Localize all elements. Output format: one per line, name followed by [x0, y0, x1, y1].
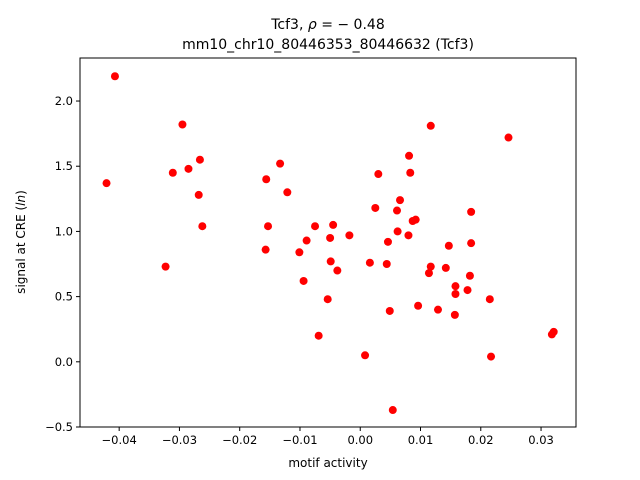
data-point-13 — [283, 188, 292, 197]
data-point-10 — [262, 175, 271, 184]
data-point-17 — [311, 222, 320, 231]
x-tick-label: 0.00 — [347, 433, 373, 447]
y-tick-label: 0.5 — [55, 290, 73, 304]
data-point-12 — [276, 159, 285, 168]
data-point-47 — [444, 241, 453, 250]
x-axis-ticks: −0.04 −0.03 −0.02 −0.01 0.00 0.01 0.02 0.03 — [102, 427, 554, 447]
data-point-16 — [302, 236, 311, 245]
data-point-25 — [361, 351, 370, 360]
x-tick-label: −0.02 — [222, 433, 257, 447]
data-point-15 — [299, 276, 308, 285]
data-point-35 — [396, 196, 405, 205]
y-axis-ticks: −0.5 0.0 0.5 1.0 1.5 2.0 — [45, 94, 80, 434]
data-point-52 — [465, 271, 474, 280]
data-point-43 — [426, 121, 435, 130]
data-point-22 — [329, 220, 338, 229]
data-point-3 — [168, 168, 177, 177]
chart-title-line2: mm10_chr10_80446353_80446632 (Tcf3) — [182, 37, 474, 53]
data-point-51 — [463, 286, 472, 295]
data-point-14 — [295, 248, 304, 257]
data-point-57 — [504, 133, 513, 142]
data-point-44 — [426, 262, 435, 271]
data-point-23 — [333, 266, 342, 275]
data-point-7 — [195, 155, 204, 164]
data-point-28 — [374, 170, 383, 179]
data-point-54 — [467, 239, 476, 248]
data-point-40 — [411, 215, 420, 224]
data-point-31 — [385, 306, 394, 315]
data-point-20 — [326, 233, 335, 242]
x-tick-label: 0.03 — [528, 433, 554, 447]
data-point-33 — [393, 206, 402, 215]
data-point-27 — [371, 203, 380, 212]
data-point-21 — [326, 257, 335, 266]
x-tick-label: 0.01 — [408, 433, 434, 447]
data-point-55 — [485, 295, 494, 304]
chart-title: Tcf3, ρ = − 0.48 mm10_chr10_80446353_804… — [182, 17, 474, 53]
data-point-41 — [414, 301, 423, 310]
x-tick-label: −0.04 — [102, 433, 137, 447]
data-point-38 — [406, 168, 415, 177]
data-point-59 — [549, 327, 558, 336]
chart-title-line1: Tcf3, ρ = − 0.48 — [270, 17, 384, 33]
y-tick-label: 1.5 — [55, 159, 73, 173]
data-point-26 — [365, 258, 374, 267]
x-tick-label: 0.02 — [468, 433, 494, 447]
data-point-30 — [383, 237, 392, 246]
x-axis-label: motif activity — [288, 456, 367, 470]
data-point-19 — [323, 295, 332, 304]
data-point-0 — [102, 179, 111, 188]
data-point-18 — [314, 331, 323, 340]
data-point-50 — [451, 290, 460, 298]
data-point-46 — [441, 263, 450, 272]
y-axis-label: signal at CRE (ln) — [14, 190, 28, 294]
data-point-11 — [264, 222, 273, 231]
data-point-56 — [487, 352, 496, 361]
x-tick-label: −0.01 — [282, 433, 317, 447]
data-point-34 — [393, 227, 402, 236]
y-tick-label: 1.0 — [55, 224, 73, 238]
x-tick-label: −0.03 — [162, 433, 197, 447]
plot-frame — [79, 57, 577, 428]
data-point-6 — [194, 190, 203, 199]
data-point-45 — [433, 305, 442, 314]
data-point-24 — [345, 231, 354, 240]
data-point-8 — [198, 222, 207, 231]
data-point-5 — [184, 164, 193, 173]
data-point-1 — [110, 72, 119, 81]
y-tick-label: 2.0 — [55, 94, 73, 108]
data-point-37 — [405, 151, 414, 160]
data-point-53 — [467, 207, 476, 216]
data-point-36 — [404, 231, 413, 240]
y-tick-label: −0.5 — [45, 420, 73, 434]
data-point-4 — [178, 120, 187, 129]
data-points — [102, 72, 558, 415]
data-point-2 — [161, 262, 170, 271]
data-point-9 — [261, 245, 270, 254]
data-point-48 — [450, 310, 459, 319]
data-point-32 — [388, 406, 397, 415]
y-tick-label: 0.0 — [55, 355, 73, 369]
data-point-42 — [424, 269, 433, 278]
data-point-49 — [451, 282, 460, 291]
data-point-29 — [382, 260, 391, 269]
